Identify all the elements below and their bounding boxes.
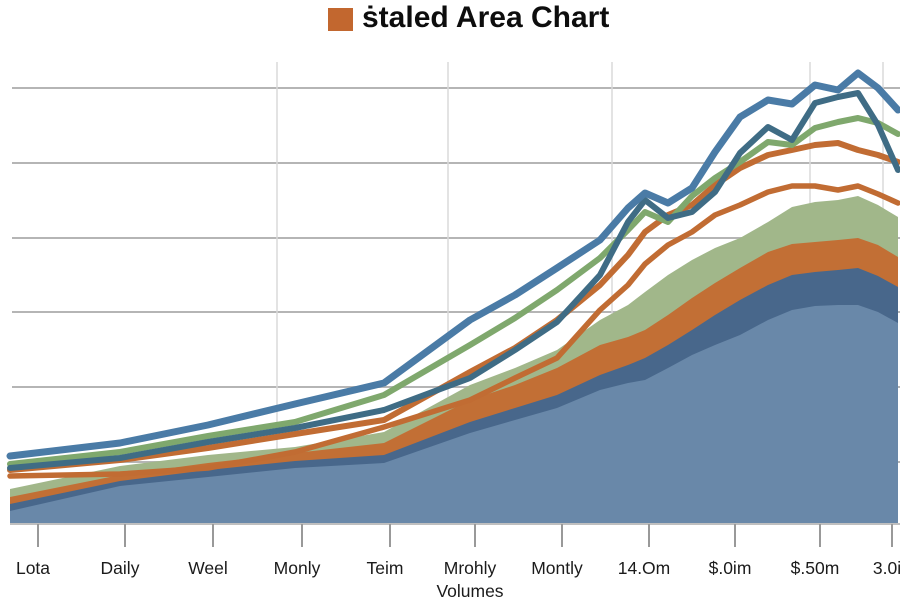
x-tick-label-10: $.50m — [790, 558, 840, 578]
green-line — [7, 115, 900, 467]
x-tick-label-9: $.0im — [708, 558, 752, 578]
x-tick-label-1: Lota — [15, 558, 51, 578]
x-tick-label-4: Monly — [273, 558, 321, 578]
x-tick-label-2: Daily — [100, 558, 140, 578]
chart-title: ṡtaled Area Chart — [362, 1, 610, 34]
x-tick-label-11: 3.0i — [872, 558, 900, 578]
x-tick-label-8: 14.Om — [617, 558, 671, 578]
x-tick-label-3: Weel — [188, 558, 228, 578]
orange-line-upper — [7, 140, 900, 473]
orange-line-lower — [7, 183, 900, 479]
x-tick-label-7: Montly — [531, 558, 583, 578]
blue-line — [6, 69, 900, 460]
steel-blue-base-area-area — [10, 305, 898, 523]
legend-swatch-icon — [328, 8, 353, 31]
x-tick-label-6: Mrohly — [443, 558, 497, 578]
x-axis-title: Volumes — [436, 581, 504, 600]
x-tick-label-5: Teim — [366, 558, 404, 578]
chart-header: ṡtaled Area Chart — [0, 0, 900, 46]
teal-blue-line — [7, 90, 900, 471]
